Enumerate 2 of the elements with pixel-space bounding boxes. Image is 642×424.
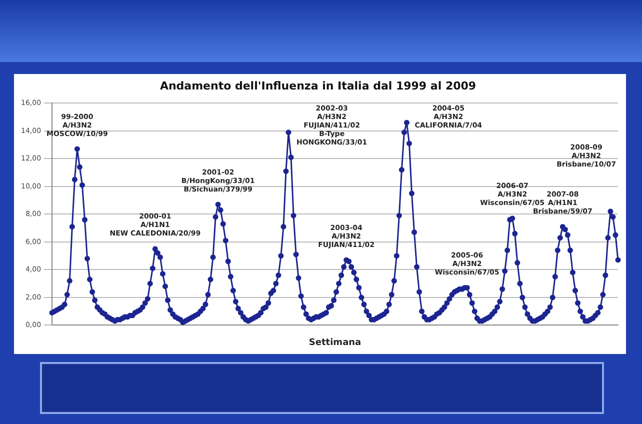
chart-title: Andamento dell'Influenza in Italia dal 1999 al 2009 — [160, 79, 476, 92]
x-axis-title: Settimana — [308, 338, 362, 348]
